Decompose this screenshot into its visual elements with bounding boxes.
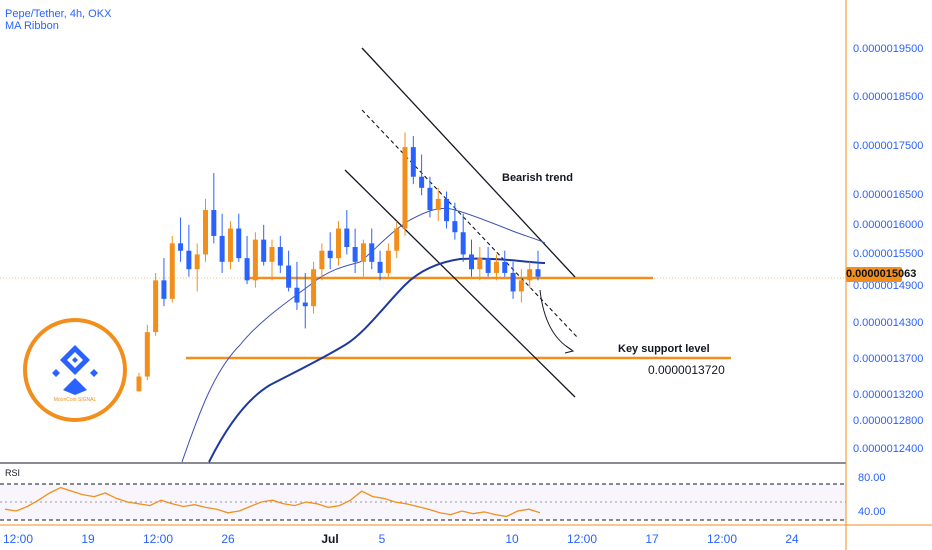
- price-tick-label: 0.0000013700: [853, 353, 923, 365]
- time-tick-label: Jul: [321, 532, 338, 546]
- candle-body: [469, 254, 474, 270]
- candle-body: [419, 176, 425, 188]
- time-axis: 12:00 19 12:00 26 Jul 5 10 12:00 17 12:00 24: [3, 532, 799, 546]
- price-tick-label: 0.0000015500: [853, 248, 923, 260]
- candle-body: [194, 254, 200, 270]
- time-tick-label: 12:00: [3, 532, 33, 546]
- rsi-label: RSI: [5, 468, 20, 478]
- candle-body: [527, 269, 533, 281]
- candle-body: [410, 147, 416, 177]
- time-tick-label: 26: [221, 532, 235, 546]
- arrow-head-icon: [564, 345, 575, 354]
- candle-body: [344, 228, 350, 248]
- candle-body: [286, 265, 292, 288]
- time-tick-label: 5: [379, 532, 386, 546]
- candle-body: [203, 210, 208, 255]
- candle-body: [460, 232, 466, 255]
- time-tick-label: 12:00: [707, 532, 737, 546]
- candle-body: [518, 280, 524, 292]
- rsi-level-80: 80.00: [858, 472, 886, 484]
- candle-body: [178, 243, 184, 251]
- candle-body: [169, 243, 175, 299]
- candle-body: [352, 247, 358, 262]
- candle-body: [161, 280, 167, 299]
- candle-body: [477, 258, 483, 270]
- candle-body: [394, 228, 400, 251]
- indicator-label: MA Ribbon: [5, 20, 59, 32]
- candle-body: [144, 332, 150, 377]
- time-tick-label: 12:00: [567, 532, 597, 546]
- candle-body: [252, 239, 258, 281]
- rsi-line: [4, 486, 541, 518]
- candle-body: [277, 247, 283, 266]
- time-tick-label: 17: [645, 532, 659, 546]
- channel-lower-line: [344, 169, 576, 398]
- candle-body: [493, 261, 499, 273]
- candle-body: [402, 147, 408, 229]
- price-axis: 0.0000019500 0.0000018500 0.0000017500 0.00…: [853, 43, 923, 455]
- time-tick-label: 19: [81, 532, 95, 546]
- mooncoin-logo: MoonCoin SIGNAL: [23, 318, 127, 422]
- rsi-level-40: 40.00: [858, 506, 886, 518]
- candle-body: [153, 280, 159, 333]
- time-tick-label: 10: [505, 532, 519, 546]
- candle-body: [302, 302, 308, 307]
- price-tick-label: 0.0000018500: [853, 91, 923, 103]
- logo-diamond-icon: [52, 345, 98, 395]
- candle-body: [377, 261, 383, 273]
- price-tick-label: 0.0000014900: [853, 280, 923, 292]
- candle-body: [269, 247, 275, 262]
- candle-body: [485, 258, 491, 273]
- trend-label: Bearish trend: [502, 172, 573, 184]
- candle-body: [369, 243, 375, 262]
- price-tick-label: 0.0000019500: [853, 43, 923, 55]
- candle-body: [502, 261, 508, 273]
- ma-fast-line: [181, 207, 546, 463]
- candle-body: [244, 258, 250, 281]
- candle-body: [452, 221, 458, 233]
- price-tick-label: 0.0000017500: [853, 140, 923, 152]
- candlestick-series: [136, 132, 541, 392]
- candle-body: [219, 235, 225, 262]
- price-tick-label: 0.0000013200: [853, 389, 923, 401]
- candle-body: [211, 210, 217, 236]
- candle-body: [136, 376, 142, 392]
- candle-body: [535, 269, 541, 277]
- candle-body: [385, 250, 391, 273]
- price-tick-label: 0.0000016500: [853, 189, 923, 201]
- support-label: Key support level: [618, 343, 710, 355]
- channel-upper-line: [361, 47, 576, 278]
- candle-body: [311, 269, 317, 307]
- time-tick-label: 24: [785, 532, 799, 546]
- price-tick-label: 0.0000012800: [853, 415, 923, 427]
- candle-body: [186, 250, 192, 270]
- price-tick-label: 0.0000014300: [853, 317, 923, 329]
- candle-body: [236, 228, 242, 259]
- candle-body: [319, 250, 325, 270]
- price-tick-label: 0.0000012400: [853, 443, 923, 455]
- projection-arrow: [539, 289, 573, 351]
- ma-slow-line: [208, 257, 546, 463]
- chart-title: Pepe/Tether, 4h, OKX: [5, 8, 112, 20]
- time-tick-label: 12:00: [143, 532, 173, 546]
- candle-body: [336, 228, 341, 259]
- candle-body: [435, 198, 441, 211]
- candle-body: [261, 239, 267, 262]
- candle-body: [360, 243, 366, 262]
- candle-body: [227, 228, 233, 262]
- last-price-badge: 0.0000015063: [846, 267, 917, 282]
- logo-text: MoonCoin SIGNAL: [54, 397, 97, 403]
- channel-mid-line: [361, 109, 579, 339]
- candle-body: [327, 250, 333, 259]
- candle-body: [510, 272, 516, 292]
- support-value: 0.0000013720: [648, 363, 725, 377]
- candle-body: [444, 198, 450, 222]
- candle-body: [294, 287, 300, 303]
- price-tick-label: 0.0000016000: [853, 219, 923, 231]
- candle-body: [427, 187, 433, 211]
